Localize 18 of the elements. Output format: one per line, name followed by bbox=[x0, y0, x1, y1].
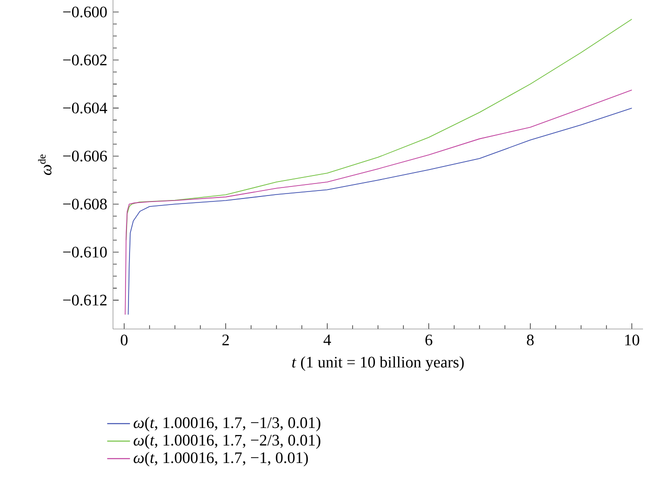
legend-label: ω(t, 1.00016, 1.7, −1/3, 0.01) bbox=[134, 416, 320, 432]
y-tick-label: −0.608 bbox=[63, 198, 107, 210]
x-axis-title: t (1 unit = 10 billion years) bbox=[292, 356, 464, 371]
y-tick-label: −0.610 bbox=[63, 246, 107, 258]
y-tick-label: −0.606 bbox=[63, 150, 107, 162]
x-tick-label: 8 bbox=[526, 334, 534, 346]
y-tick-label: −0.604 bbox=[63, 102, 108, 114]
x-tick-label: 2 bbox=[222, 334, 229, 346]
y-axis-title: ω$^{de}$ bbox=[38, 154, 52, 175]
x-tick-label: 10 bbox=[625, 334, 640, 346]
x-tick-label: 6 bbox=[425, 334, 432, 346]
y-tick-label: −0.612 bbox=[63, 294, 107, 306]
x-tick-label: 0 bbox=[120, 334, 128, 346]
legend-label: ω(t, 1.00016, 1.7, −2/3, 0.01) bbox=[134, 434, 320, 449]
legend-label: ω(t, 1.00016, 1.7, −1, 0.01) bbox=[134, 452, 308, 466]
y-tick-label: −0.600 bbox=[63, 6, 107, 18]
y-tick-label: −0.602 bbox=[63, 54, 107, 66]
x-tick-label: 4 bbox=[324, 334, 331, 346]
